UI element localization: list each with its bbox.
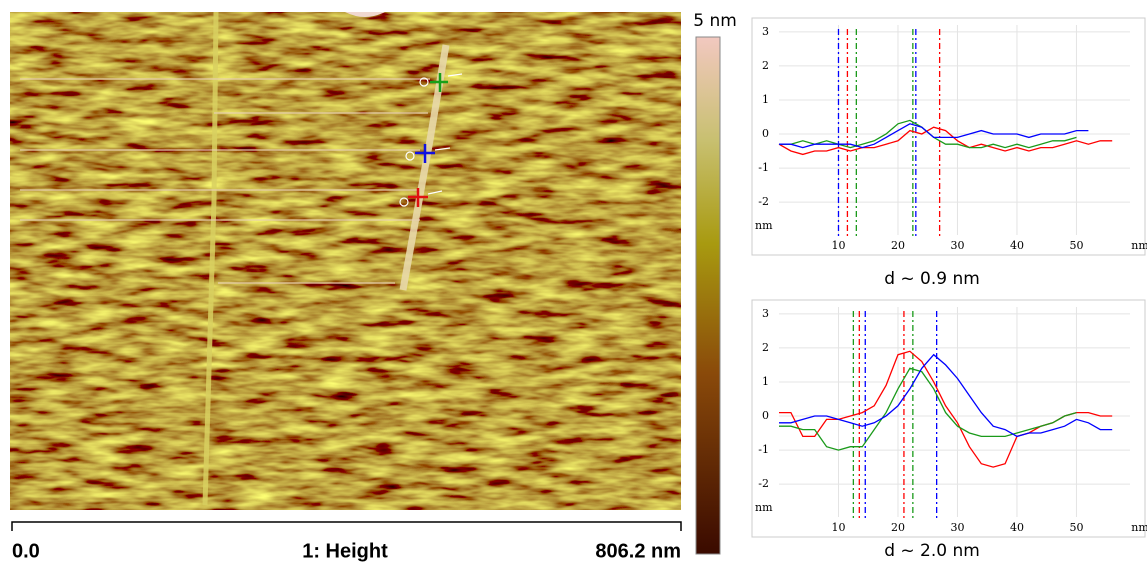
y-tick-label: -2 bbox=[758, 477, 769, 490]
x-tick-label: 30 bbox=[950, 239, 964, 252]
x-tick-label: 10 bbox=[831, 239, 845, 252]
y-tick-label: 0 bbox=[762, 127, 769, 140]
channel-label: 1: Height bbox=[302, 540, 388, 562]
series-line bbox=[778, 126, 1113, 156]
x-tick-label: 50 bbox=[1069, 521, 1083, 534]
scale-end: 806.2 nm bbox=[595, 540, 681, 562]
caption: d ~ 2.0 nm bbox=[884, 541, 980, 561]
x-tick-label: 40 bbox=[1010, 239, 1024, 252]
colorbar-label: 5 nm bbox=[693, 11, 737, 31]
chart-frame bbox=[751, 299, 1146, 538]
chart-frame bbox=[751, 17, 1146, 256]
series-line bbox=[779, 353, 1113, 438]
y-tick-label: 1 bbox=[762, 375, 769, 388]
series-line bbox=[779, 367, 1077, 451]
series-line bbox=[779, 123, 1089, 149]
y-tick-label: -2 bbox=[758, 195, 769, 208]
y-tick-label: 2 bbox=[762, 59, 769, 72]
x-axis-label: nm bbox=[1131, 239, 1147, 252]
y-tick-label: -1 bbox=[758, 161, 769, 174]
y-tick-label: 2 bbox=[762, 341, 769, 354]
x-axis-label: nm bbox=[1131, 521, 1147, 534]
x-tick-label: 50 bbox=[1069, 239, 1083, 252]
y-tick-label: 1 bbox=[762, 93, 769, 106]
colorbar bbox=[695, 36, 721, 555]
scale-start: 0.0 bbox=[12, 540, 40, 562]
x-tick-label: 20 bbox=[891, 521, 905, 534]
y-tick-label: 0 bbox=[762, 409, 769, 422]
y-tick-label: -1 bbox=[758, 443, 769, 456]
caption: d ~ 0.9 nm bbox=[884, 269, 980, 289]
y-axis-label: nm bbox=[755, 219, 773, 232]
x-tick-label: 10 bbox=[831, 521, 845, 534]
x-tick-label: 30 bbox=[950, 521, 964, 534]
x-tick-label: 40 bbox=[1010, 521, 1024, 534]
y-tick-label: 3 bbox=[762, 307, 769, 320]
afm-image bbox=[10, 11, 681, 510]
y-tick-label: 3 bbox=[762, 25, 769, 38]
x-tick-label: 20 bbox=[891, 239, 905, 252]
y-axis-label: nm bbox=[755, 501, 773, 514]
scale-bar bbox=[11, 521, 682, 531]
